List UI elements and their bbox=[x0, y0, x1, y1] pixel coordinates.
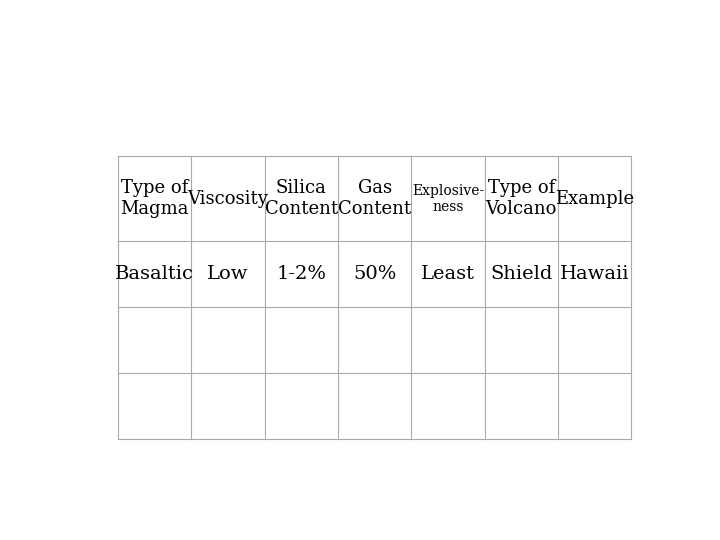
Text: 50%: 50% bbox=[353, 265, 396, 283]
Text: Type of
Magma: Type of Magma bbox=[120, 179, 189, 218]
Text: Low: Low bbox=[207, 265, 248, 283]
Text: Hawaii: Hawaii bbox=[560, 265, 629, 283]
Text: 1-2%: 1-2% bbox=[276, 265, 326, 283]
Text: Least: Least bbox=[421, 265, 475, 283]
Text: Explosive-
ness: Explosive- ness bbox=[412, 184, 484, 214]
Text: Basaltic: Basaltic bbox=[115, 265, 194, 283]
Text: Type of
Volcano: Type of Volcano bbox=[485, 179, 557, 218]
Text: Shield: Shield bbox=[490, 265, 552, 283]
Text: Example: Example bbox=[555, 190, 634, 208]
Text: Gas
Content: Gas Content bbox=[338, 179, 411, 218]
Text: Silica
Content: Silica Content bbox=[265, 179, 338, 218]
Text: Viscosity: Viscosity bbox=[187, 190, 269, 208]
